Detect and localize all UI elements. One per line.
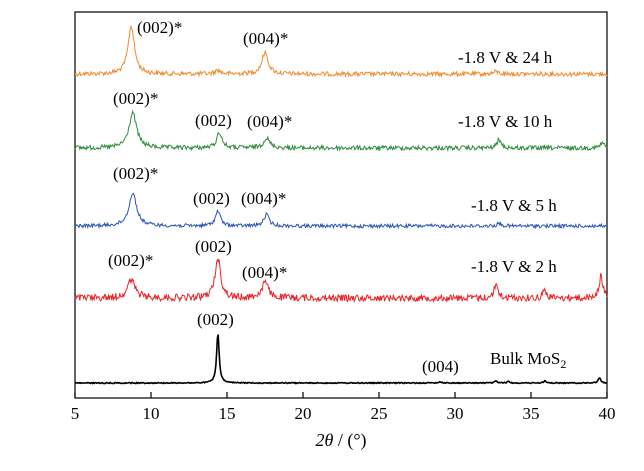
- x-ticks: 5 10 15 20 25 30 35 40: [71, 392, 616, 423]
- sample-label-bulk-main: Bulk MoS: [490, 349, 560, 368]
- peak-annotation: (002): [193, 189, 230, 208]
- peak-annotation: (002)*: [113, 89, 158, 108]
- sample-label-2h: -1.8 V & 2 h: [471, 257, 557, 276]
- series-line: [74, 334, 608, 385]
- sample-label-24h: -1.8 V & 24 h: [458, 48, 553, 67]
- peak-annotation: (004)*: [247, 112, 292, 131]
- peak-annotation: (004)*: [241, 189, 286, 208]
- series-line: [74, 24, 608, 79]
- sample-label-10h: -1.8 V & 10 h: [458, 112, 553, 131]
- peak-annotation: (002): [195, 111, 232, 130]
- peak-annotation: (002)*: [108, 251, 153, 270]
- x-tick-label: 35: [523, 404, 540, 423]
- x-tick-label: 20: [295, 404, 312, 423]
- series-line: [74, 109, 608, 152]
- peak-annotation: (004): [422, 357, 459, 376]
- series-line: [74, 258, 608, 303]
- series-layer: [74, 24, 608, 385]
- x-tick-label: 10: [143, 404, 160, 423]
- peak-annotation: (002): [197, 310, 234, 329]
- x-tick-label: 40: [599, 404, 616, 423]
- peak-annotation: (004)*: [243, 29, 288, 48]
- x-tick-label: 30: [447, 404, 464, 423]
- sample-label-bulk: Bulk MoS2: [490, 349, 566, 371]
- sample-label-bulk-sub: 2: [560, 357, 566, 371]
- peak-annotation: (002): [195, 237, 232, 256]
- x-tick-label: 25: [371, 404, 388, 423]
- peak-annotation: (002)*: [137, 18, 182, 37]
- x-axis-label-unit: / (°): [333, 430, 366, 451]
- x-axis-label: 2θ / (°): [315, 430, 366, 451]
- peak-annotation: (002)*: [113, 164, 158, 183]
- series-line: [74, 192, 608, 230]
- plot-frame: [74, 11, 608, 399]
- x-axis-label-var: 2θ: [315, 430, 333, 450]
- peak-annotation: (004)*: [242, 263, 287, 282]
- x-tick-label: 5: [71, 404, 80, 423]
- sample-label-5h: -1.8 V & 5 h: [471, 196, 557, 215]
- x-tick-label: 15: [219, 404, 236, 423]
